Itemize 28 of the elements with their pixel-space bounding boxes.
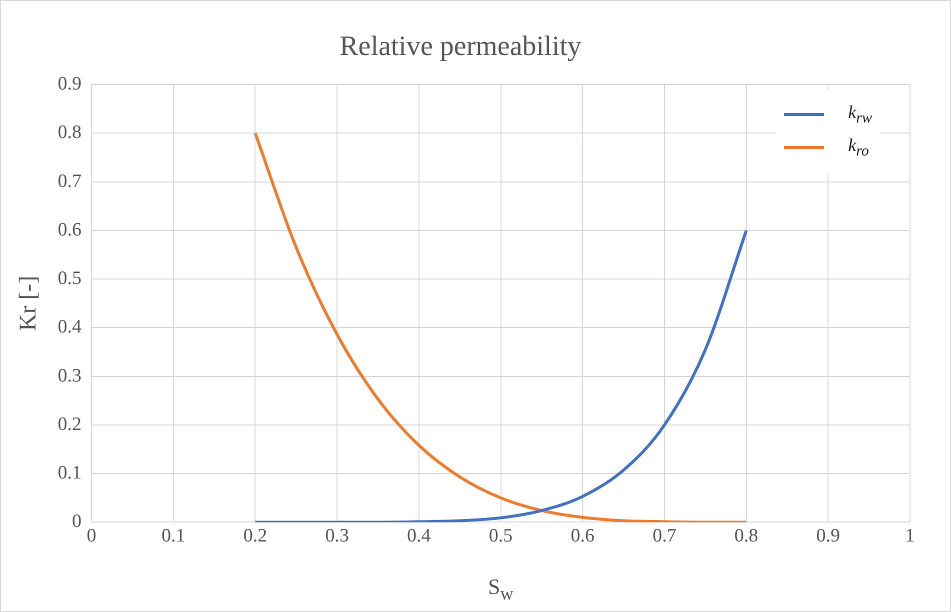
y-tick-label: 0.2 [58,414,82,435]
x-tick-label: 0.3 [325,526,349,547]
x-tick-label: 0 [86,526,96,547]
x-tick-label: 1 [905,526,915,547]
y-tick-label: 0.4 [58,316,82,338]
line-series [254,228,748,522]
legend-label: k$_{ro}$ [848,135,869,161]
x-tick-label: 0.1 [162,526,186,547]
y-tick-label: 0.6 [58,219,82,240]
x-tick-label: 0.8 [734,526,758,547]
x-axis-title: S$_{w}$ [488,574,514,605]
legend-label: k$_{rw}$ [848,102,872,128]
y-tick-label: 0 [72,511,82,532]
x-tick-label: 0.2 [243,526,268,547]
y-tick-label: 0.1 [58,462,82,484]
line-series [254,132,748,522]
x-tick-label: 0.5 [488,526,513,547]
y-tick-label: 0.7 [58,170,82,192]
chart-title: Relative permeability [340,31,582,62]
x-tick-label: 0.4 [407,526,432,547]
x-tick-label: 0.7 [652,526,676,547]
y-axis-title: Kr [-] [16,276,42,332]
x-tick-label: 0.6 [570,526,594,547]
y-tick-label: 0.9 [58,74,82,95]
x-tick-label: 0.9 [816,526,840,547]
y-tick-label: 0.5 [58,268,82,290]
y-tick-label: 0.3 [58,365,82,386]
y-tick-label: 0.8 [58,122,82,144]
